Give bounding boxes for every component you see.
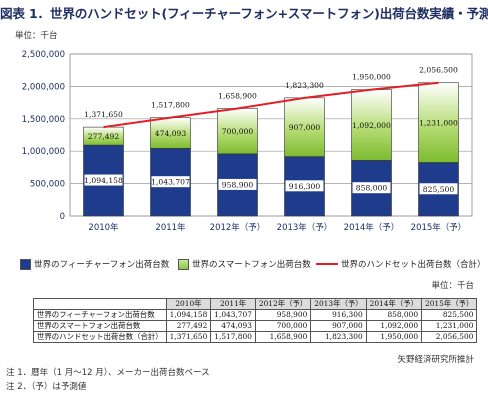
x-tick-label: 2014年（予） [344, 222, 400, 233]
data-label-feature-phone: 1,043,707 [151, 178, 190, 187]
table-cell: 907,000 [310, 320, 367, 332]
data-label-bg-feature-phone [218, 178, 257, 190]
table-header-2014: 2014年（予） [365, 298, 423, 310]
x-tick-label: 2013年（予） [277, 222, 333, 233]
data-label-bg-feature-phone [285, 180, 324, 192]
data-label-feature-phone: 958,900 [222, 180, 254, 189]
table-cell: 2,056,500 [421, 331, 478, 343]
y-tick-label: 0 [60, 212, 65, 222]
table-row-label: 世界のスマートフォン出荷台数 [33, 320, 167, 332]
x-tick-label: 2015年（予） [411, 222, 467, 233]
table-cell: 700,000 [254, 320, 312, 332]
stacked-bar-chart: 0 500,000 1,000,000 1,500,000 2,000,000 2,500… [22, 50, 473, 233]
data-label-feature-phone: 825,500 [423, 185, 455, 194]
y-tick-label: 2,500,000 [22, 50, 65, 60]
x-tick-label: 2010年 [88, 222, 119, 233]
legend-label-feature-phone: 世界のフィーチャーフォン出荷台数 [34, 260, 170, 270]
data-label-total: 1,658,900 [218, 92, 257, 101]
table-row-label: 世界のフィーチャーフォン出荷台数 [33, 309, 167, 321]
table-header-2012: 2012年（予） [254, 298, 312, 310]
data-label-bg-feature-phone [419, 183, 458, 195]
data-table: 2010年 2011年 2012年（予） 2013年（予） 2014年（予） 2… [33, 298, 478, 343]
legend-swatch-smartphone [178, 258, 189, 270]
data-label-bg-feature-phone [151, 176, 190, 188]
x-tick-label: 2011年 [155, 222, 186, 233]
table-cell: 277,492 [165, 320, 212, 332]
table-cell: 474,093 [210, 320, 256, 332]
table-cell: 1,950,000 [365, 331, 423, 343]
data-label-feature-phone: 858,000 [356, 184, 388, 193]
table-cell: 916,300 [310, 309, 367, 321]
line-total [103, 81, 439, 129]
data-label-total: 1,823,300 [285, 81, 324, 90]
chart-title: 図表 1．世界のハンドセット(フィーチャーフォン+スマートフォン)出荷台数実績・… [0, 6, 488, 21]
table-cell: 1,092,000 [365, 320, 423, 332]
data-label-bg-feature-phone [352, 182, 391, 194]
table-row-label: 世界のハンドセット出荷台数（合計） [33, 331, 167, 343]
legend-swatch-feature-phone [20, 258, 31, 270]
legend-label-total: 世界のハンドセット出荷台数（合計） [341, 260, 486, 270]
legend-item-total: 世界のハンドセット出荷台数（合計） [316, 258, 486, 270]
data-label-smartphone: 474,093 [155, 129, 187, 138]
table-row-smartphone: 世界のスマートフォン出荷台数 277,492 474,093 700,000 9… [33, 320, 478, 332]
y-tick-label: 1,000,000 [22, 147, 65, 157]
bar-smartphone [351, 89, 392, 161]
x-tick-label: 2012年（予） [210, 222, 266, 233]
table-cell: 858,000 [365, 309, 423, 321]
table-cell: 1,094,158 [165, 309, 212, 321]
table-row-feature-phone: 世界のフィーチャーフォン出荷台数 1,094,158 1,043,707 958… [33, 309, 478, 321]
table-cell: 1,823,300 [310, 331, 367, 343]
table-header-2011: 2011年 [210, 298, 256, 310]
legend-item-smartphone: 世界のスマートフォン出荷台数 [178, 258, 311, 270]
bar-smartphone [150, 117, 191, 149]
data-label-total: 1,950,000 [352, 73, 391, 82]
y-tick-label: 500,000 [30, 180, 65, 190]
bar-smartphone [284, 97, 325, 157]
table-cell: 1,658,900 [254, 331, 312, 343]
data-label-smartphone: 1,231,000 [419, 119, 458, 128]
data-label-total: 1,517,800 [151, 101, 190, 110]
table-header-row: 2010年 2011年 2012年（予） 2013年（予） 2014年（予） 2… [33, 298, 478, 310]
data-label-smartphone: 277,492 [88, 132, 120, 141]
data-label-total: 1,371,650 [84, 110, 123, 119]
bar-smartphone [418, 82, 459, 163]
footnote-1: 注 1．暦年（1 月～12 月）、メーカー出荷台数ベース [6, 368, 210, 378]
y-tick-label: 1,500,000 [22, 115, 65, 125]
data-label-feature-phone: 1,094,158 [84, 176, 123, 185]
y-tick-label: 2,000,000 [22, 82, 65, 92]
legend-line-total [316, 263, 338, 265]
table-header-2013: 2013年（予） [310, 298, 367, 310]
plot-area [69, 53, 473, 217]
data-label-total: 2,056,500 [419, 66, 458, 75]
legend-item-feature-phone: 世界のフィーチャーフォン出荷台数 [20, 258, 169, 270]
data-label-bg-feature-phone [84, 174, 123, 186]
data-label-smartphone: 700,000 [222, 127, 254, 136]
table-cell: 1,231,000 [421, 320, 478, 332]
table-cell: 1,371,650 [165, 331, 212, 343]
data-label-smartphone: 1,092,000 [352, 121, 391, 130]
table-cell: 1,517,800 [210, 331, 256, 343]
data-label-smartphone: 907,000 [289, 123, 321, 132]
legend-label-smartphone: 世界のスマートフォン出荷台数 [192, 260, 311, 270]
footnote-2: 注 2．（予）は予測値 [6, 382, 87, 392]
table-cell: 1,043,707 [210, 309, 256, 321]
table-corner-cell [33, 298, 167, 310]
chart-unit-label: 単位：千台 [15, 31, 58, 41]
bar-smartphone [217, 108, 258, 155]
table-unit-label: 単位：千台 [431, 281, 474, 291]
table-cell: 825,500 [421, 309, 478, 321]
table-row-total: 世界のハンドセット出荷台数（合計） 1,371,650 1,517,800 1,… [33, 331, 478, 343]
table-header-2015: 2015年（予） [421, 298, 478, 310]
source-credit: 矢野経済研究所推計 [397, 355, 474, 365]
table-header-2010: 2010年 [165, 298, 212, 310]
table-cell: 958,900 [254, 309, 312, 321]
data-label-feature-phone: 916,300 [289, 182, 321, 191]
